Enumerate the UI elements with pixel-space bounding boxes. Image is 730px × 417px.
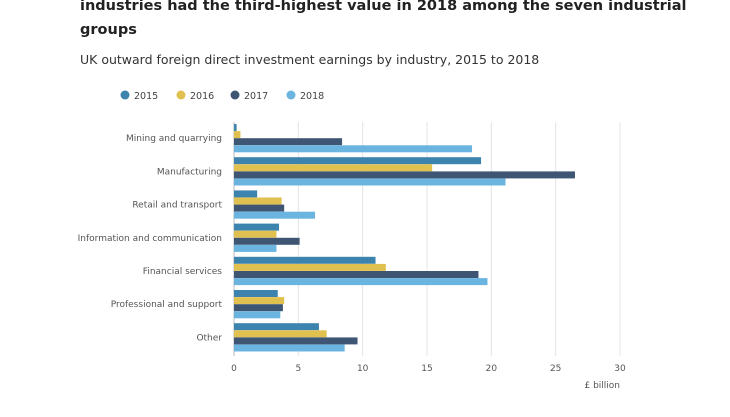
legend-marker-2017 [230, 90, 240, 100]
bar-1-2016[interactable] [234, 164, 433, 172]
legend-label-2017[interactable]: 2017 [244, 91, 268, 102]
bar-5-2017[interactable] [234, 304, 283, 312]
x-tick-label-5: 5 [295, 364, 301, 374]
x-axis-ticks: 0 5 10 15 20 25 30 [231, 364, 626, 374]
bar-4-2017[interactable] [234, 271, 479, 278]
legend-label-2016[interactable]: 2016 [190, 91, 214, 102]
x-tick-label-30: 30 [614, 364, 626, 374]
legend-label-2018[interactable]: 2018 [300, 91, 324, 102]
bar-3-2015[interactable] [234, 223, 280, 231]
bars [234, 124, 575, 352]
bar-3-2016[interactable] [234, 230, 277, 238]
category-label-1: Manufacturing [157, 167, 222, 177]
x-tick-label-25: 25 [550, 364, 561, 374]
bar-4-2015[interactable] [234, 256, 376, 264]
x-tick-label-20: 20 [486, 364, 498, 374]
bar-5-2018[interactable] [234, 311, 281, 319]
bar-2-2016[interactable] [234, 197, 282, 205]
chart-title: industries had the third-highest value i… [80, 0, 687, 38]
bar-5-2016[interactable] [234, 297, 285, 305]
legend-label-2015[interactable]: 2015 [134, 91, 158, 102]
bar-6-2017[interactable] [234, 337, 358, 345]
bar-1-2015[interactable] [234, 157, 482, 165]
x-tick-label-0: 0 [231, 364, 237, 374]
chart-subtitle: UK outward foreign direct investment ear… [80, 52, 540, 67]
bar-4-2016[interactable] [234, 263, 386, 271]
bar-6-2018[interactable] [234, 344, 345, 352]
bar-2-2017[interactable] [234, 204, 285, 212]
bar-6-2015[interactable] [234, 323, 319, 331]
category-label-2: Retail and transport [132, 201, 222, 211]
category-label-3: Information and communication [78, 234, 222, 244]
category-label-0: Mining and quarrying [126, 134, 222, 144]
bar-2-2015[interactable] [234, 190, 258, 198]
bar-0-2017[interactable] [234, 138, 343, 146]
x-axis-label: £ billion [584, 381, 620, 391]
legend-marker-2018 [286, 90, 296, 100]
bar-5-2015[interactable] [234, 290, 278, 297]
x-tick-label-10: 10 [357, 364, 369, 374]
bar-1-2018[interactable] [234, 178, 506, 186]
legend-marker-2016 [176, 90, 186, 100]
legend-marker-2015 [120, 90, 130, 100]
bar-3-2017[interactable] [234, 237, 300, 245]
category-label-5: Professional and support [111, 300, 223, 310]
bar-4-2018[interactable] [234, 278, 488, 286]
bar-0-2018[interactable] [234, 145, 473, 153]
bar-3-2018[interactable] [234, 244, 277, 252]
bar-0-2016[interactable] [234, 131, 241, 139]
category-label-4: Financial services [143, 267, 223, 277]
bar-1-2017[interactable] [234, 171, 575, 179]
bar-0-2015[interactable] [234, 124, 237, 131]
legend: 2015 2016 2017 2018 [120, 90, 324, 102]
bar-2-2018[interactable] [234, 211, 316, 219]
category-labels: Mining and quarrying Manufacturing Retail … [78, 134, 223, 343]
bar-6-2016[interactable] [234, 330, 327, 338]
x-tick-label-15: 15 [421, 364, 432, 374]
category-label-6: Other [196, 333, 222, 343]
